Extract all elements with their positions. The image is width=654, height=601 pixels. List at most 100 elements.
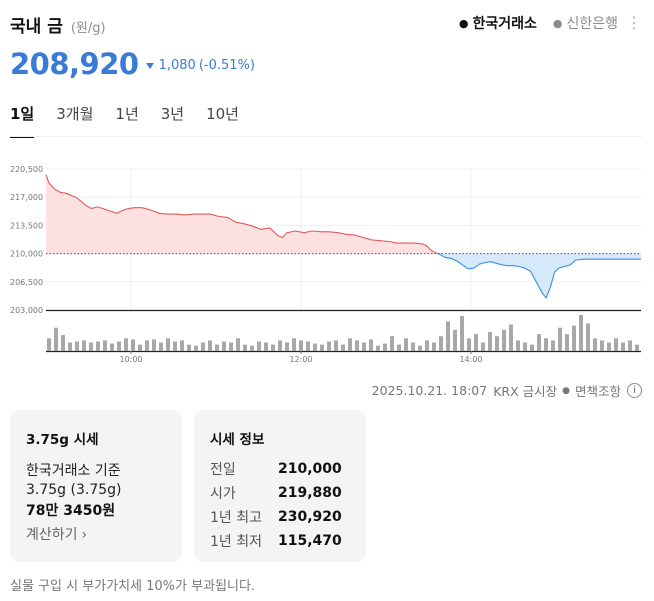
calculate-link[interactable]: 계산하기 › [26, 524, 87, 544]
price-row: 208,920 1,080 (-0.51%) [10, 47, 255, 81]
area-above-baseline [46, 174, 438, 254]
period-tabs: 1일 3개월 1년 3년 10년 [10, 103, 261, 138]
y-tick-label: 203,000 [10, 306, 43, 315]
tab-1d[interactable]: 1일 [10, 103, 35, 138]
volume-bar [215, 344, 219, 351]
info-value: 115,470 [278, 533, 342, 549]
quote-card: 3.75g 시세 한국거래소 기준 3.75g (3.75g) 78만 3450… [10, 410, 182, 562]
volume-bar [383, 343, 387, 351]
info-label: 전일 [210, 462, 236, 478]
volume-bar [544, 338, 548, 351]
tab-3m[interactable]: 3개월 [56, 105, 94, 123]
tab-3y[interactable]: 3년 [160, 105, 185, 123]
volume-bar [285, 342, 289, 351]
volume-bar [82, 340, 86, 351]
chevron-right-icon: › [81, 527, 88, 543]
page-title: 국내 금 [10, 17, 63, 37]
volume-bar [411, 342, 415, 351]
current-price: 208,920 [10, 47, 139, 81]
volume-bar [327, 341, 331, 351]
disclaimer-link[interactable]: 면책조항 [574, 384, 621, 399]
volume-bar [229, 342, 233, 351]
volume-bar [341, 344, 345, 351]
quote-card-title: 3.75g 시세 [26, 432, 99, 448]
unit-label: (원/g) [70, 21, 106, 36]
volume-bar [243, 344, 247, 351]
x-tick-label: 12:00 [289, 355, 312, 364]
volume-bar [425, 340, 429, 351]
price-info-title: 시세 정보 [210, 432, 265, 448]
source-switcher: ● 한국거래소 ● 신한은행 ⋮ [443, 13, 642, 33]
volume-bar [355, 340, 359, 351]
volume-bar [558, 327, 562, 351]
volume-bar [614, 338, 618, 351]
price-change: 1,080 [158, 58, 196, 73]
volume-bar [313, 343, 317, 351]
volume-bar [117, 341, 121, 351]
volume-bar [530, 344, 534, 351]
info-icon[interactable]: i [627, 383, 642, 398]
down-triangle-icon [145, 62, 154, 69]
market-name: KRX 금시장 [493, 384, 558, 399]
volume-bar [537, 334, 541, 351]
volume-bar [47, 338, 51, 351]
info-row-52w-low: 1년 최저 115,470 [210, 532, 350, 550]
volume-bar [418, 345, 422, 351]
vat-notice: 실물 구입 시 부가가치세 10%가 부과됩니다. [10, 579, 256, 594]
price-line-up [45, 174, 438, 255]
volume-bar [320, 344, 324, 351]
source-label: 한국거래소 [472, 16, 537, 32]
volume-bar [264, 342, 268, 351]
tab-10y[interactable]: 10년 [206, 105, 239, 123]
separator-dot: ● [562, 385, 570, 396]
volume-bar [628, 340, 632, 351]
info-label: 시가 [210, 486, 236, 502]
chart-timestamp: 2025.10.21. 18:07 [371, 383, 488, 398]
y-tick-label: 213,500 [10, 221, 43, 230]
info-label: 1년 최저 [210, 534, 262, 550]
volume-bar [152, 339, 156, 351]
tab-1y[interactable]: 1년 [115, 105, 139, 123]
info-value: 210,000 [278, 461, 342, 477]
volume-bar [54, 327, 58, 351]
volume-bar [376, 345, 380, 351]
volume-bar [124, 338, 128, 351]
source-shinhan[interactable]: ● 신한은행 [553, 13, 618, 33]
volume-bar [257, 341, 261, 351]
volume-bar [635, 344, 639, 351]
bullet-icon: ● [458, 16, 469, 30]
volume-bar [439, 336, 443, 351]
chart-meta: 2025.10.21. 18:07 KRX 금시장 ● 면책조항 i [372, 381, 642, 400]
source-label: 신한은행 [566, 16, 618, 32]
more-options-icon[interactable]: ⋮ [626, 13, 642, 32]
price-chart[interactable]: 220,500 217,000 213,500 210,000 206,500 203,0… [0, 150, 654, 370]
tabs-divider [10, 136, 642, 137]
volume-bar [194, 345, 198, 351]
info-value: 230,920 [278, 509, 342, 525]
y-tick-label: 206,500 [10, 278, 43, 287]
volume-bar [208, 340, 212, 351]
calculate-label: 계산하기 [26, 527, 78, 543]
volume-bar [621, 342, 625, 351]
quote-basis: 한국거래소 기준 [26, 463, 121, 479]
quote-weight: 3.75g (3.75g) [26, 482, 122, 498]
price-change-percent: (-0.51%) [198, 58, 255, 73]
volume-bar [467, 338, 471, 351]
y-tick-label: 220,500 [10, 165, 43, 174]
volume-bar [348, 338, 352, 351]
volume-bar [516, 340, 520, 351]
volume-bar [593, 338, 597, 351]
volume-bar [159, 342, 163, 351]
x-tick-label: 10:00 [119, 355, 142, 364]
source-krx[interactable]: ● 한국거래소 [459, 13, 537, 33]
volume-bar [607, 342, 611, 351]
volume-bar [446, 321, 450, 351]
volume-bar [187, 344, 191, 351]
volume-bar [453, 329, 457, 351]
volume-bar [474, 334, 478, 351]
volume-bar [397, 344, 401, 351]
volume-bar [201, 342, 205, 351]
volume-bar [334, 340, 338, 351]
volume-bar [523, 342, 527, 351]
quote-price: 78만 3450원 [26, 503, 116, 519]
